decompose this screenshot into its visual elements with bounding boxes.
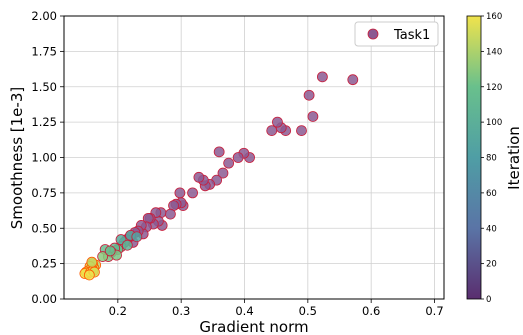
y-axis-label: Smoothness [1e-3] bbox=[8, 87, 26, 229]
data-point bbox=[347, 74, 359, 86]
colorbar-label: Iteration bbox=[505, 126, 523, 190]
colorbar: 0 20 40 60 80 100 120 140 160 Iteration bbox=[466, 12, 523, 305]
data-point bbox=[303, 89, 315, 101]
data-point bbox=[223, 157, 235, 169]
colorbar-tick-label: 140 bbox=[486, 47, 502, 57]
x-tick-label: 0.3 bbox=[172, 304, 190, 318]
legend-marker bbox=[367, 28, 379, 40]
data-point bbox=[86, 256, 98, 268]
data-point bbox=[83, 269, 95, 281]
data-point bbox=[187, 187, 198, 199]
data-point bbox=[217, 167, 229, 179]
data-point bbox=[296, 125, 307, 137]
colorbar-tick-label: 80 bbox=[486, 154, 497, 164]
x-tick-label: 0.2 bbox=[109, 304, 127, 318]
colorbar-tick-label: 0 bbox=[486, 295, 491, 305]
x-tick-label: 0.4 bbox=[235, 304, 253, 318]
y-tick-label: 1.50 bbox=[31, 80, 57, 94]
data-points bbox=[79, 71, 359, 281]
data-point bbox=[213, 146, 225, 158]
x-tick-label: 0.7 bbox=[425, 304, 443, 318]
y-axis-ticks: 0.00 0.25 0.50 0.75 1.00 1.25 1.50 1.75 2.00 bbox=[31, 9, 64, 306]
data-point bbox=[266, 125, 278, 137]
data-point bbox=[104, 245, 116, 257]
data-point bbox=[131, 231, 143, 243]
colorbar-tick-label: 160 bbox=[486, 12, 502, 22]
data-point bbox=[307, 111, 319, 122]
x-axis-label: Gradient norm bbox=[199, 318, 308, 335]
x-axis-ticks: 0.2 0.3 0.4 0.5 0.6 0.7 bbox=[109, 299, 444, 318]
data-point bbox=[97, 251, 109, 262]
y-tick-label: 2.00 bbox=[31, 9, 57, 23]
colorbar-tick-label: 40 bbox=[486, 224, 497, 234]
legend: Task1 bbox=[354, 21, 439, 47]
data-point bbox=[272, 116, 283, 128]
y-tick-label: 0.25 bbox=[31, 257, 57, 271]
y-tick-label: 0.00 bbox=[31, 292, 57, 306]
grid-lines bbox=[64, 15, 444, 300]
x-tick-label: 0.5 bbox=[299, 304, 317, 318]
colorbar-gradient bbox=[466, 15, 482, 300]
colorbar-tick-label: 20 bbox=[486, 260, 497, 270]
colorbar-tick-label: 100 bbox=[486, 118, 502, 128]
y-tick-label: 1.75 bbox=[31, 44, 57, 58]
legend-label-task1: Task1 bbox=[393, 28, 430, 43]
data-point bbox=[174, 187, 186, 199]
data-point bbox=[316, 71, 328, 83]
data-point bbox=[193, 171, 205, 183]
colorbar-tick-label: 120 bbox=[486, 83, 502, 93]
colorbar-tick-label: 60 bbox=[486, 189, 497, 199]
data-point bbox=[121, 239, 133, 251]
data-point bbox=[232, 152, 244, 163]
y-tick-label: 1.00 bbox=[31, 151, 57, 165]
colorbar-ticks: 0 20 40 60 80 100 120 140 160 bbox=[481, 12, 502, 305]
legend-box bbox=[354, 21, 439, 47]
x-tick-label: 0.6 bbox=[362, 304, 380, 318]
y-tick-label: 0.75 bbox=[31, 186, 57, 200]
data-point bbox=[164, 208, 176, 220]
y-tick-label: 0.50 bbox=[31, 221, 57, 235]
y-tick-label: 1.25 bbox=[31, 115, 57, 129]
